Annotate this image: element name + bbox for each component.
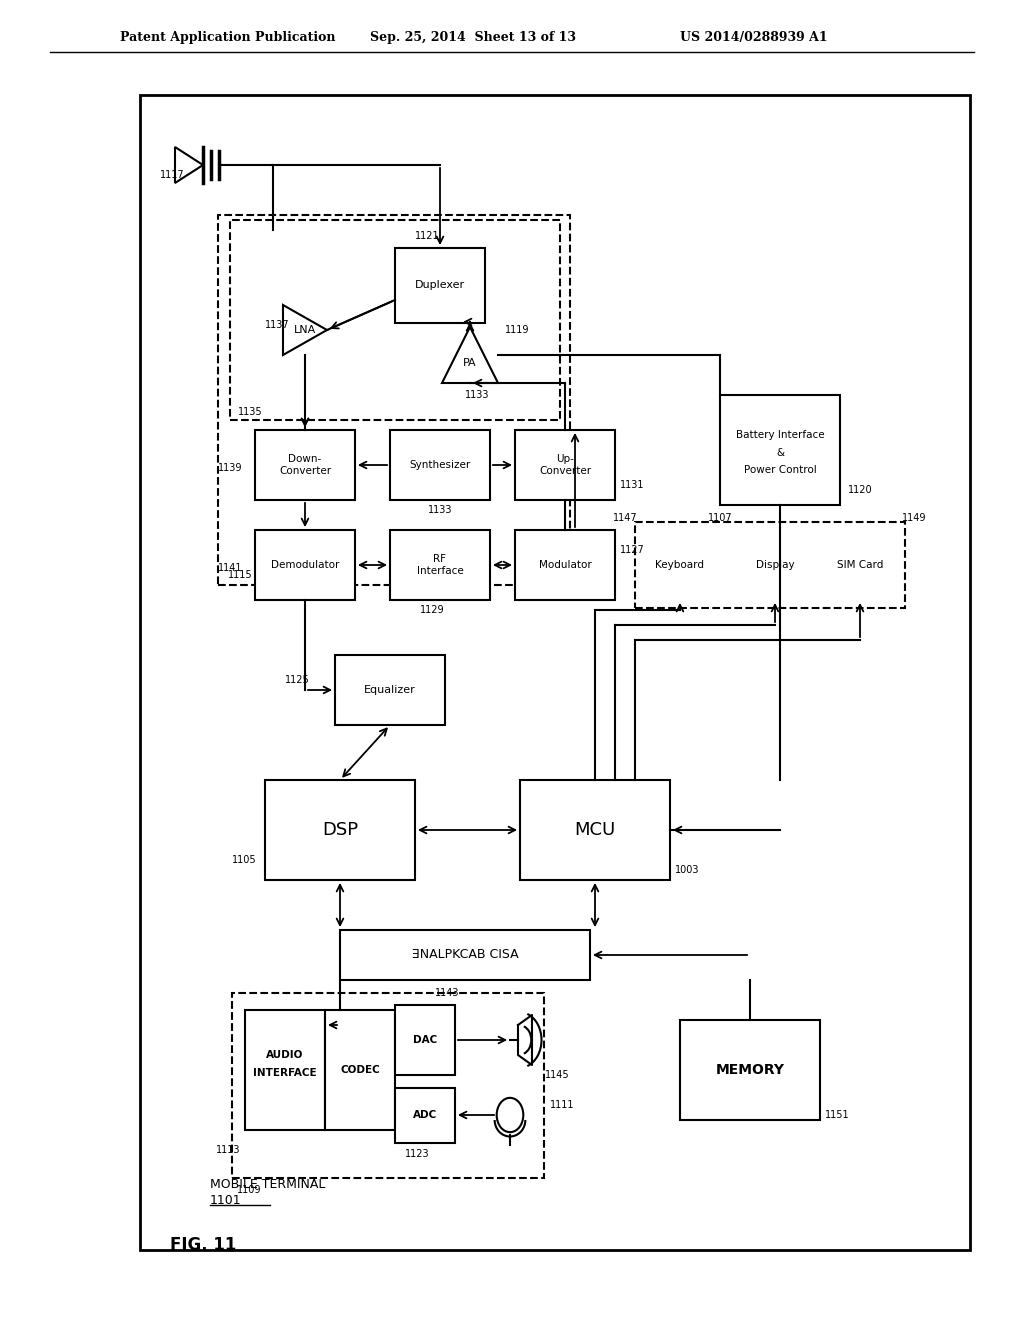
Bar: [232, 993, 544, 1177]
Text: Sep. 25, 2014  Sheet 13 of 13: Sep. 25, 2014 Sheet 13 of 13: [370, 32, 575, 45]
Bar: [515, 531, 615, 601]
Text: 1123: 1123: [406, 1148, 430, 1159]
Text: MOBILE TERMINAL: MOBILE TERMINAL: [210, 1179, 326, 1192]
Text: Duplexer: Duplexer: [415, 280, 465, 290]
Text: US 2014/0288939 A1: US 2014/0288939 A1: [680, 32, 827, 45]
Text: 1131: 1131: [620, 480, 644, 490]
Text: 1145: 1145: [545, 1071, 569, 1080]
Bar: [643, 531, 718, 601]
Text: 1133: 1133: [465, 389, 489, 400]
Bar: [340, 931, 590, 979]
Text: 1127: 1127: [620, 545, 645, 554]
Bar: [515, 430, 615, 500]
Bar: [218, 215, 570, 585]
Text: 1143: 1143: [435, 987, 460, 998]
Text: Battery Interface: Battery Interface: [735, 430, 824, 440]
Bar: [140, 95, 970, 1250]
Text: SIM Card: SIM Card: [837, 560, 883, 570]
Text: 1139: 1139: [218, 463, 243, 473]
Text: 1120: 1120: [848, 484, 872, 495]
Text: CODEC: CODEC: [340, 1065, 380, 1074]
Bar: [390, 531, 490, 601]
Text: 1117: 1117: [160, 170, 184, 180]
Bar: [520, 780, 670, 880]
Text: 1115: 1115: [228, 570, 253, 579]
Text: Down-
Converter: Down- Converter: [279, 454, 331, 475]
Text: 1133: 1133: [428, 506, 453, 515]
Text: LNA: LNA: [294, 325, 316, 335]
Text: Patent Application Publication: Patent Application Publication: [120, 32, 336, 45]
Bar: [255, 531, 355, 601]
Text: 1119: 1119: [505, 325, 529, 335]
Text: 1109: 1109: [237, 1185, 261, 1195]
Text: Synthesizer: Synthesizer: [410, 459, 471, 470]
Text: 1113: 1113: [215, 1144, 240, 1155]
Bar: [390, 430, 490, 500]
Text: 1147: 1147: [613, 513, 638, 523]
Text: Keyboard: Keyboard: [655, 560, 705, 570]
Bar: [680, 1020, 820, 1119]
Bar: [245, 1010, 325, 1130]
Text: 1121: 1121: [415, 231, 439, 242]
Text: 1003: 1003: [675, 865, 699, 875]
Text: INTERFACE: INTERFACE: [253, 1068, 316, 1078]
Text: Display: Display: [756, 560, 795, 570]
Bar: [395, 1005, 455, 1074]
Text: PA: PA: [463, 358, 477, 368]
Text: 1101: 1101: [210, 1193, 242, 1206]
Text: DSP: DSP: [322, 821, 358, 840]
Text: ƎNALPKCAB CISA: ƎNALPKCAB CISA: [412, 949, 518, 961]
Text: FIG. 11: FIG. 11: [170, 1236, 237, 1254]
Text: 1125: 1125: [285, 675, 309, 685]
Bar: [265, 780, 415, 880]
Bar: [230, 220, 560, 420]
Text: &: &: [776, 447, 784, 458]
Text: MEMORY: MEMORY: [716, 1063, 784, 1077]
Bar: [635, 521, 905, 609]
Text: 1107: 1107: [709, 513, 733, 523]
Text: RF
Interface: RF Interface: [417, 554, 464, 576]
Text: 1135: 1135: [238, 407, 262, 417]
Bar: [738, 531, 813, 601]
Text: Equalizer: Equalizer: [365, 685, 416, 696]
Text: AUDIO: AUDIO: [266, 1049, 304, 1060]
Bar: [255, 430, 355, 500]
Text: 1141: 1141: [218, 564, 243, 573]
Bar: [823, 531, 898, 601]
Text: MCU: MCU: [574, 821, 615, 840]
Text: ADC: ADC: [413, 1110, 437, 1119]
Text: 1137: 1137: [265, 319, 290, 330]
Text: 1151: 1151: [825, 1110, 850, 1119]
Text: Up-
Converter: Up- Converter: [539, 454, 591, 475]
Text: 1105: 1105: [232, 855, 257, 865]
Text: Demodulator: Demodulator: [270, 560, 339, 570]
Bar: [720, 395, 840, 506]
Bar: [325, 1010, 395, 1130]
Text: Modulator: Modulator: [539, 560, 592, 570]
Text: 1111: 1111: [550, 1100, 574, 1110]
Text: DAC: DAC: [413, 1035, 437, 1045]
Bar: [395, 1088, 455, 1143]
Text: Power Control: Power Control: [743, 465, 816, 475]
Bar: [335, 655, 445, 725]
Text: 1129: 1129: [420, 605, 444, 615]
Bar: [395, 248, 485, 323]
Text: 1149: 1149: [902, 513, 927, 523]
